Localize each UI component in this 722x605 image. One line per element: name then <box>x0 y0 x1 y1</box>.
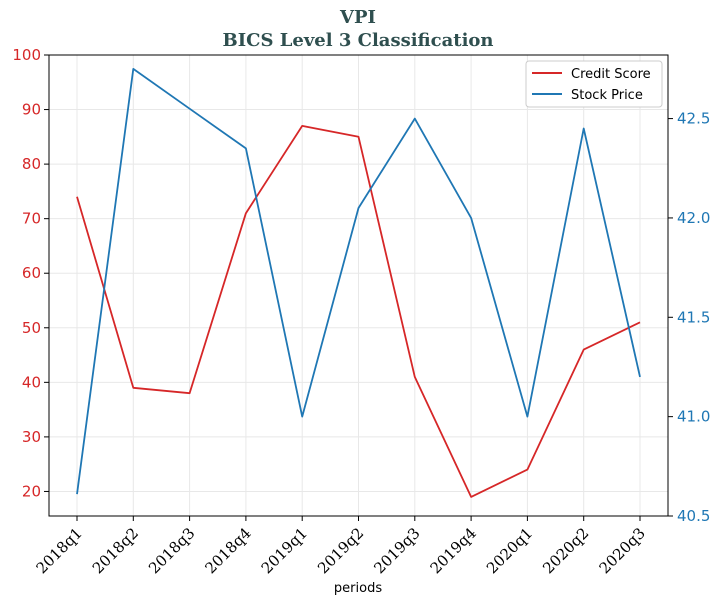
x-tick-label: 2019q4 <box>427 524 480 577</box>
right-tick-label: 42.0 <box>677 209 710 227</box>
x-tick-label: 2019q1 <box>258 524 311 577</box>
x-tick-label: 2018q1 <box>33 524 86 577</box>
legend: Credit Score Stock Price <box>525 60 663 108</box>
x-tick-label: 2020q1 <box>483 524 536 577</box>
left-axis: 20 30 40 50 60 70 80 90 100 <box>12 46 49 500</box>
left-tick-label: 20 <box>22 482 41 500</box>
x-axis: 2018q1 2018q2 2018q3 2018q4 2019q1 2019q2 2019… <box>33 516 649 577</box>
left-tick-label: 80 <box>22 155 41 173</box>
series-line-stock-price <box>76 68 641 495</box>
x-tick-label: 2018q3 <box>145 524 198 577</box>
x-tick-label: 2020q3 <box>596 524 649 577</box>
series-line-credit-score <box>76 125 641 498</box>
series-layer <box>76 68 641 498</box>
left-tick-label: 90 <box>22 101 41 119</box>
legend-credit-score-label: Credit Score <box>571 67 651 82</box>
x-tick-label: 2018q2 <box>89 524 142 577</box>
left-tick-label: 40 <box>22 373 41 391</box>
right-tick-label: 40.5 <box>677 507 710 525</box>
chart-subtitle: BICS Level 3 Classification <box>222 30 493 51</box>
grid-layer <box>49 54 668 516</box>
x-tick-label: 2019q3 <box>370 524 423 577</box>
left-tick-label: 30 <box>22 428 41 446</box>
x-tick-label: 2019q2 <box>314 524 367 577</box>
left-tick-label: 70 <box>22 210 41 228</box>
chart-title: VPI <box>339 7 376 28</box>
left-tick-label: 100 <box>12 46 41 64</box>
right-tick-label: 42.5 <box>677 110 710 128</box>
legend-stock-price-label: Stock Price <box>571 88 643 103</box>
left-tick-label: 60 <box>22 264 41 282</box>
left-tick-label: 50 <box>22 319 41 337</box>
right-tick-label: 41.0 <box>677 408 710 426</box>
x-tick-label: 2018q4 <box>201 524 254 577</box>
x-tick-label: 2020q2 <box>539 524 592 577</box>
right-tick-label: 41.5 <box>677 308 710 326</box>
right-axis: 40.5 41.0 41.5 42.0 42.5 <box>668 110 710 525</box>
x-axis-label: periods <box>334 581 382 596</box>
